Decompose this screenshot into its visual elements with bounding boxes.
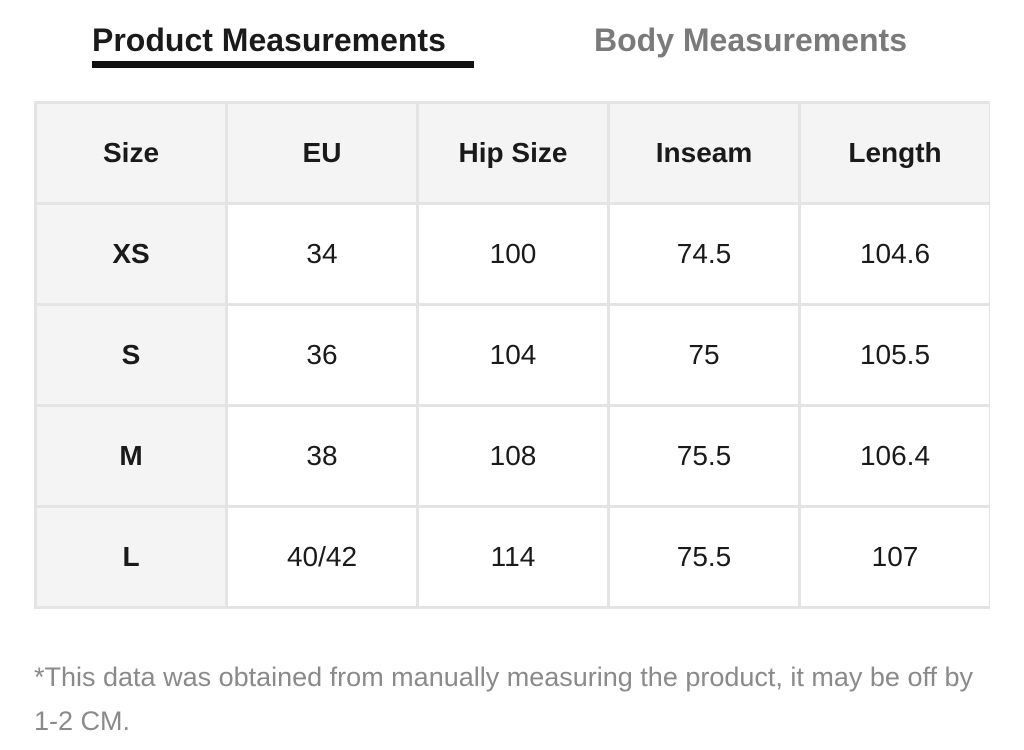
eu-cell: 40/42 — [225, 505, 419, 609]
header-size: Size — [34, 101, 228, 205]
hip-size-cell: 114 — [416, 505, 610, 609]
tab-product-measurements[interactable]: Product Measurements — [92, 22, 446, 58]
header-length: Length — [798, 101, 990, 205]
header-eu: EU — [225, 101, 419, 205]
eu-cell: 36 — [225, 303, 419, 407]
inseam-cell: 75.5 — [607, 404, 801, 508]
eu-cell: 38 — [225, 404, 419, 508]
table-row: L 40/42 114 75.5 107 — [34, 505, 990, 609]
inseam-cell: 74.5 — [607, 202, 801, 306]
table-header-row: Size EU Hip Size Inseam Length — [34, 101, 990, 205]
size-cell: L — [34, 505, 228, 609]
eu-cell: 34 — [225, 202, 419, 306]
tab-body-measurements[interactable]: Body Measurements — [594, 22, 907, 58]
measurement-tabs: Product Measurements Body Measurements — [0, 0, 1024, 100]
inseam-cell: 75.5 — [607, 505, 801, 609]
table-row: M 38 108 75.5 106.4 — [34, 404, 990, 508]
header-hip-size: Hip Size — [416, 101, 610, 205]
length-cell: 104.6 — [798, 202, 990, 306]
size-cell: XS — [34, 202, 228, 306]
measurement-disclaimer: *This data was obtained from manually me… — [34, 662, 973, 736]
length-cell: 107 — [798, 505, 990, 609]
table-row: S 36 104 75 105.5 — [34, 303, 990, 407]
length-cell: 105.5 — [798, 303, 990, 407]
size-cell: M — [34, 404, 228, 508]
table-row: XS 34 100 74.5 104.6 — [34, 202, 990, 306]
size-table: Size EU Hip Size Inseam Length XS 34 100… — [34, 101, 990, 609]
hip-size-cell: 104 — [416, 303, 610, 407]
size-table-container: Size EU Hip Size Inseam Length XS 34 100… — [34, 101, 990, 623]
hip-size-cell: 100 — [416, 202, 610, 306]
active-tab-underline — [92, 61, 474, 68]
hip-size-cell: 108 — [416, 404, 610, 508]
inseam-cell: 75 — [607, 303, 801, 407]
header-inseam: Inseam — [607, 101, 801, 205]
size-cell: S — [34, 303, 228, 407]
length-cell: 106.4 — [798, 404, 990, 508]
